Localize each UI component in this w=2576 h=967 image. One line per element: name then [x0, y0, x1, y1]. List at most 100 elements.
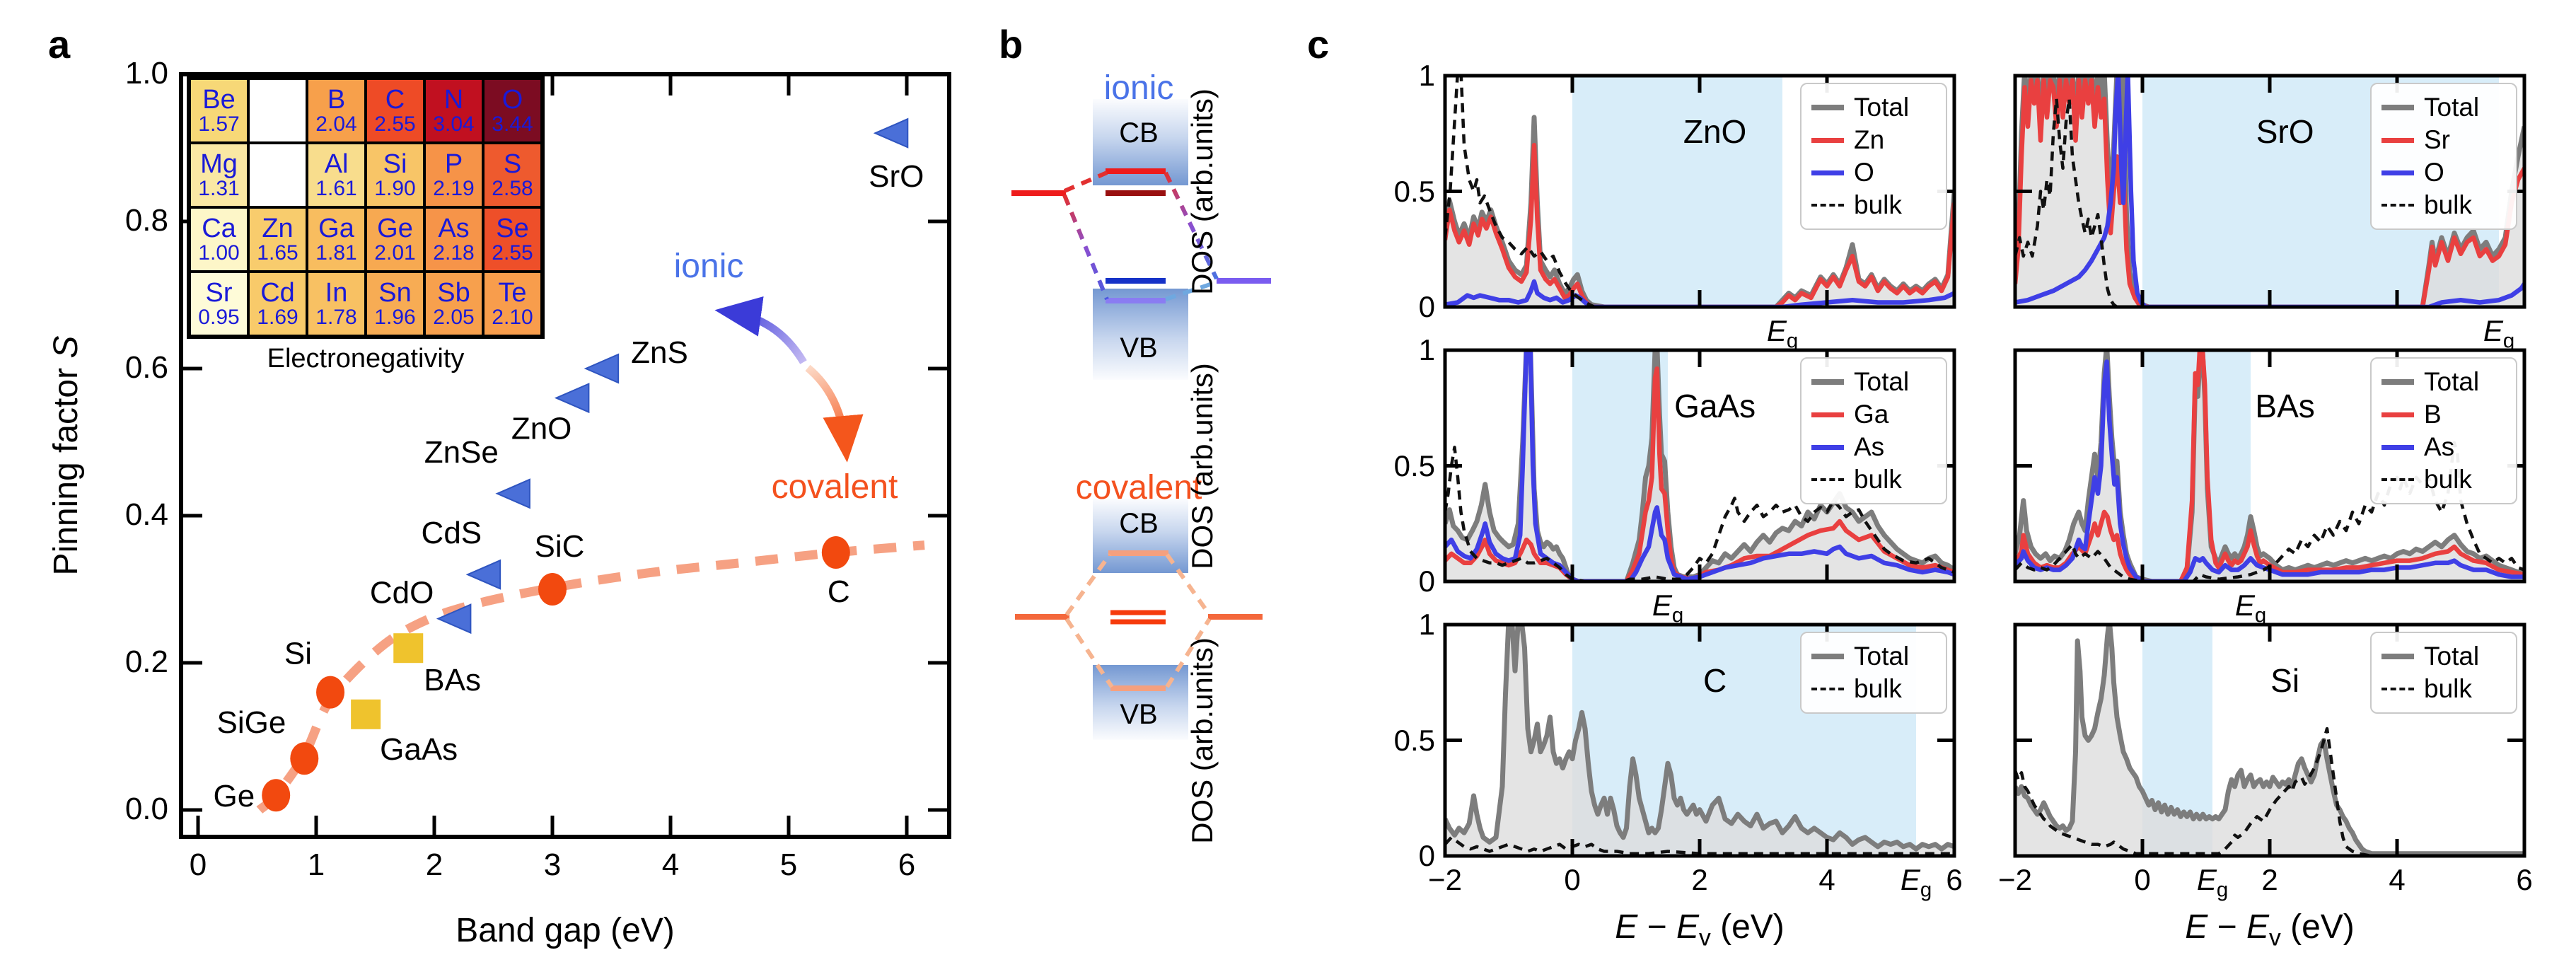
panel-a-label: a	[48, 22, 71, 66]
xlabel-sub: v	[2268, 925, 2281, 951]
panel-a-frame	[179, 72, 951, 839]
dos-x-tick-label: 0	[1564, 863, 1581, 896]
dos-series-bulk	[2015, 97, 2524, 307]
element-cell-Be: Be 1.57	[190, 79, 248, 143]
xlabel-E2: E	[2246, 908, 2269, 946]
element-symbol: Sb	[437, 277, 470, 308]
electronegativity-value: 1.65	[257, 241, 298, 265]
legend-label: bulk	[2424, 190, 2472, 219]
electronegativity-table: Be 1.57 B 2.04 C 2.55 N 3.04 O 3.44 Mg 1.31 Al 1.61 Si…	[187, 76, 545, 339]
dos-series-bulk	[1445, 76, 1954, 307]
dos-plot-GaAs	[1443, 348, 1956, 584]
xlabel-E: E	[2185, 908, 2208, 946]
element-cell-P: P 2.19	[424, 143, 483, 207]
electronegativity-value: 3.04	[433, 112, 475, 136]
dos-x-axis-title-left: E − Ev (eV)	[1523, 908, 1876, 952]
electronegativity-value: 1.81	[315, 241, 357, 265]
element-cell-B: B 2.04	[307, 79, 366, 143]
legend-line-sample	[2381, 170, 2414, 175]
cb-label-covalent: CB	[1119, 508, 1159, 539]
electronegativity-value: 1.31	[198, 176, 240, 200]
electronegativity-value: 2.01	[374, 241, 416, 265]
scatter-marker-C	[821, 536, 850, 569]
eg-subscript: g	[1920, 878, 1932, 902]
element-symbol: O	[501, 84, 523, 115]
x-tick-label: 5	[779, 847, 798, 882]
legend-label: Total	[2424, 367, 2480, 396]
scatter-marker-CdS	[465, 559, 501, 590]
legend-line-sample	[2381, 688, 2414, 690]
legend-entry-O: O	[2381, 156, 2506, 189]
legend-label: Ga	[1854, 400, 1889, 429]
electronegativity-value: 1.96	[374, 305, 416, 329]
point-label-SrO: SrO	[869, 159, 924, 194]
legend-label: bulk	[1854, 465, 1902, 494]
scatter-marker-SrO	[873, 117, 909, 149]
element-symbol: Mg	[200, 149, 238, 179]
eg-label-ZnO: Eg	[1754, 314, 1811, 353]
element-cell-Ca: Ca 1.00	[190, 207, 248, 272]
element-cell-Sb: Sb 2.05	[424, 272, 483, 336]
scatter-marker-ZnO	[554, 383, 590, 414]
legend-entry-Total: Total	[2381, 91, 2506, 124]
legend-line-sample	[2381, 105, 2414, 110]
point-label-C: C	[828, 574, 850, 609]
ionic-diagram-title: ionic	[1103, 69, 1174, 107]
dos-frame	[2013, 74, 2526, 309]
trend-curve	[256, 540, 925, 814]
y-tick-label: 0.4	[124, 497, 168, 532]
legend-label: bulk	[1854, 674, 1902, 703]
covalent-arrow	[805, 364, 864, 463]
legend-entry-Ga: Ga	[1811, 398, 1936, 431]
dos-plot-inner	[2015, 350, 2524, 581]
element-symbol: Be	[202, 84, 236, 115]
electronegativity-value: 2.10	[492, 305, 533, 329]
legend-entry-Total: Total	[1811, 91, 1936, 124]
vb-label-covalent: VB	[1120, 699, 1158, 730]
legend-entry-Total: Total	[1811, 640, 1936, 673]
ionic-annotation: ionic	[673, 248, 744, 285]
element-symbol: Ge	[377, 213, 413, 243]
element-symbol: As	[438, 213, 470, 243]
point-label-Si: Si	[284, 637, 312, 671]
legend-label: bulk	[2424, 465, 2472, 494]
legend-entry-As: As	[1811, 431, 1936, 463]
element-symbol: B	[327, 84, 346, 115]
element-symbol: P	[444, 149, 463, 179]
element-cell-Si: Si 1.90	[366, 143, 424, 207]
xlabel-sub: v	[1698, 925, 1711, 951]
legend-entry-bulk: bulk	[2381, 189, 2506, 221]
eg-subscript: g	[2254, 603, 2267, 627]
dos-frame	[2013, 348, 2526, 584]
legend-entry-bulk: bulk	[1811, 673, 1936, 705]
legend-line-sample	[1811, 478, 1844, 481]
legend-line-sample	[1811, 654, 1844, 659]
subplot-title-ZnO: ZnO	[1683, 113, 1747, 150]
legend-line-sample	[1811, 688, 1844, 690]
legend-line-sample	[2381, 478, 2414, 481]
dos-frame	[1443, 348, 1956, 584]
electronegativity-value: 2.05	[433, 305, 475, 329]
vb-label-ionic: VB	[1120, 332, 1158, 364]
element-cell-Zn: Zn 1.65	[248, 207, 307, 272]
point-label-ZnO: ZnO	[511, 412, 572, 446]
legend-entry-As: As	[2381, 431, 2506, 463]
covalent-connector-ur	[1165, 553, 1212, 616]
legend-label: bulk	[2424, 674, 2472, 703]
electronegativity-value: 1.69	[257, 305, 298, 329]
gap-shade	[1572, 76, 1782, 307]
dos-x-tick-label: 0	[2134, 863, 2151, 896]
subplot-title-SrO: SrO	[2256, 113, 2314, 150]
xlabel-E: E	[1615, 908, 1638, 946]
eg-symbol: E	[1766, 314, 1787, 347]
legend-entry-bulk: bulk	[1811, 189, 1936, 221]
legend-label: Total	[1854, 93, 1910, 122]
legend-label: As	[2424, 432, 2455, 461]
xlabel-minus: −	[1637, 908, 1676, 946]
element-cell-In: In 1.78	[307, 272, 366, 336]
dos-series-bulk	[1445, 835, 1954, 855]
